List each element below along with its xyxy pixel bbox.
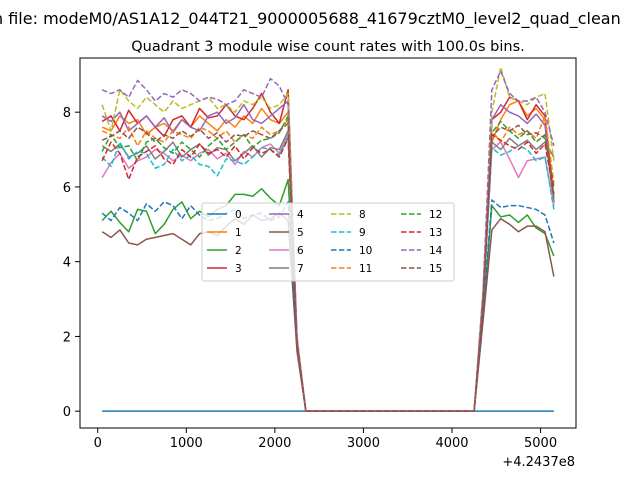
legend-frame xyxy=(201,202,455,282)
legend-label-6: 6 xyxy=(297,245,304,257)
x-offset-label: +4.2437e8 xyxy=(502,455,575,470)
x-tick-label-0: 0 xyxy=(94,436,102,451)
legend-label-11: 11 xyxy=(359,263,372,275)
suptitle: n file: modeM0/AS1A12_044T21_9000005688_… xyxy=(0,9,621,29)
x-tick-label-5000: 5000 xyxy=(524,436,557,451)
x-tick-label-3000: 3000 xyxy=(347,436,380,451)
legend-label-15: 15 xyxy=(429,263,442,275)
axes-frame xyxy=(79,57,577,429)
series-line-15 xyxy=(101,122,555,412)
legend-label-14: 14 xyxy=(429,245,443,257)
y-tick-label-2: 2 xyxy=(63,330,71,345)
legend-label-8: 8 xyxy=(359,209,366,221)
x-tick-label-1000: 1000 xyxy=(170,436,203,451)
legend-label-2: 2 xyxy=(235,245,242,257)
chart-title: Quadrant 3 module wise count rates with … xyxy=(131,39,525,55)
legend-label-13: 13 xyxy=(429,227,442,239)
legend-label-0: 0 xyxy=(235,209,242,221)
y-tick-label-0: 0 xyxy=(63,405,71,420)
legend-label-5: 5 xyxy=(297,227,304,239)
y-tick-label-8: 8 xyxy=(63,106,71,121)
y-tick-label-6: 6 xyxy=(63,181,71,196)
legend-label-10: 10 xyxy=(359,245,372,257)
y-tick-label-4: 4 xyxy=(63,256,71,271)
legend-label-3: 3 xyxy=(235,263,242,275)
y-axis: 0 2 4 6 8 xyxy=(63,106,80,420)
legend-label-12: 12 xyxy=(429,209,442,221)
series-lines xyxy=(101,66,555,412)
legend-label-4: 4 xyxy=(297,209,304,221)
legend-label-9: 9 xyxy=(359,227,366,239)
series-line-9 xyxy=(101,135,555,412)
plot-area xyxy=(79,57,577,429)
x-axis: 0 1000 2000 3000 4000 5000 xyxy=(94,428,557,451)
legend-label-7: 7 xyxy=(297,263,304,275)
x-tick-label-2000: 2000 xyxy=(258,436,291,451)
legend-label-1: 1 xyxy=(235,227,242,239)
x-tick-label-4000: 4000 xyxy=(435,436,468,451)
